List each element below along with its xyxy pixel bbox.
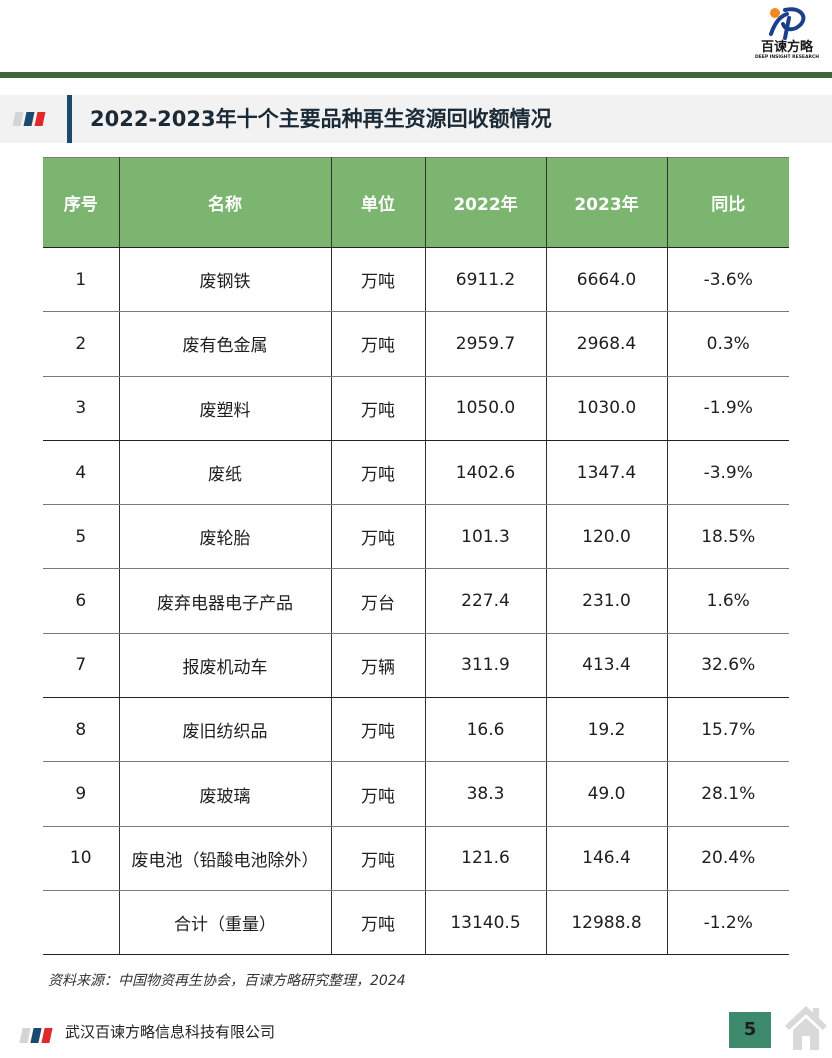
company-name: 武汉百谏方略信息科技有限公司 [65, 1023, 276, 1041]
page-title: 2022-2023年十个主要品种再生资源回收额情况 [90, 107, 552, 131]
cell-yoy: 20.4% [666, 826, 789, 891]
cell-unit: 万辆 [330, 633, 425, 699]
cell-2022: 38.3 [424, 761, 546, 827]
cell-2023: 1030.0 [545, 376, 667, 441]
source-note: 资料来源：中国物资再生协会，百谏方略研究整理，2024 [48, 973, 406, 989]
table-header-row: 序号 名称 单位 2022年 2023年 同比 [43, 157, 789, 248]
table-row: 5 废轮胎 万吨 101.3 120.0 18.5% [43, 504, 789, 570]
cell-unit: 万吨 [330, 697, 425, 763]
cell-unit: 万吨 [330, 504, 425, 570]
title-divider [67, 95, 72, 143]
footer-stripes-icon [19, 1028, 53, 1043]
header-2023: 2023年 [545, 157, 668, 248]
cell-name: 合计（重量） [118, 890, 331, 956]
cell-2022: 121.6 [424, 826, 546, 891]
cell-yoy: 1.6% [666, 568, 789, 634]
cell-unit: 万吨 [330, 440, 425, 506]
table-total-row: 合计（重量） 万吨 13140.5 12988.8 -1.2% [43, 890, 789, 956]
table-row: 8 废旧纺织品 万吨 16.6 19.2 15.7% [43, 697, 789, 763]
cell-unit: 万吨 [330, 311, 425, 377]
cell-yoy: 28.1% [666, 761, 789, 827]
cell-index: 10 [43, 826, 119, 891]
cell-yoy: 32.6% [666, 633, 789, 699]
cell-yoy: 0.3% [666, 311, 789, 377]
table-row: 7 报废机动车 万辆 311.9 413.4 32.6% [43, 633, 789, 699]
cell-2022: 1402.6 [424, 440, 546, 506]
cell-name: 废电池（铅酸电池除外） [118, 826, 331, 891]
logo-name-cn: 百谏方略 [760, 40, 813, 55]
cell-2023: 49.0 [545, 761, 667, 827]
cell-2022: 101.3 [424, 504, 546, 570]
cell-name: 废旧纺织品 [118, 697, 331, 763]
cell-index: 1 [43, 247, 119, 313]
cell-index [43, 890, 119, 956]
cell-2023: 19.2 [545, 697, 667, 763]
cell-name: 废有色金属 [118, 311, 331, 377]
cell-2022: 227.4 [424, 568, 546, 634]
cell-yoy: 18.5% [666, 504, 789, 570]
cell-2022: 16.6 [424, 697, 546, 763]
cell-index: 4 [43, 440, 119, 506]
cell-index: 5 [43, 504, 119, 570]
brand-logo: 百谏方略 DEEP INSIGHT RESEARCH [752, 4, 822, 68]
cell-index: 3 [43, 376, 119, 441]
cell-unit: 万吨 [330, 376, 425, 441]
cell-2023: 146.4 [545, 826, 667, 891]
stripes-decoration-icon [12, 112, 46, 126]
table-row: 10 废电池（铅酸电池除外） 万吨 121.6 146.4 20.4% [43, 826, 789, 891]
cell-2022: 6911.2 [424, 247, 546, 313]
header-index: 序号 [43, 157, 120, 248]
cell-unit: 万台 [330, 568, 425, 634]
home-icon[interactable] [784, 1004, 828, 1052]
cell-2023: 1347.4 [545, 440, 667, 506]
table-row: 3 废塑料 万吨 1050.0 1030.0 -1.9% [43, 376, 789, 441]
cell-2022: 1050.0 [424, 376, 546, 441]
cell-2023: 231.0 [545, 568, 667, 634]
cell-unit: 万吨 [330, 247, 425, 313]
header-rule [0, 72, 832, 78]
cell-name: 废纸 [118, 440, 331, 506]
data-table: 序号 名称 单位 2022年 2023年 同比 1 废钢铁 万吨 6911.2 … [43, 157, 789, 956]
header-yoy: 同比 [666, 157, 789, 248]
cell-2022: 13140.5 [424, 890, 546, 956]
cell-2023: 12988.8 [545, 890, 667, 956]
cell-name: 废玻璃 [118, 761, 331, 827]
cell-index: 6 [43, 568, 119, 634]
cell-unit: 万吨 [330, 826, 425, 891]
cell-index: 8 [43, 697, 119, 763]
header-unit: 单位 [330, 157, 426, 248]
cell-2023: 413.4 [545, 633, 667, 699]
cell-yoy: -3.6% [666, 247, 789, 313]
cell-2023: 6664.0 [545, 247, 667, 313]
table-row: 2 废有色金属 万吨 2959.7 2968.4 0.3% [43, 311, 789, 377]
cell-index: 7 [43, 633, 119, 699]
cell-2022: 311.9 [424, 633, 546, 699]
cell-unit: 万吨 [330, 890, 425, 956]
table-row: 6 废弃电器电子产品 万台 227.4 231.0 1.6% [43, 568, 789, 634]
cell-name: 废轮胎 [118, 504, 331, 570]
cell-yoy: -3.9% [666, 440, 789, 506]
page-number: 5 [729, 1012, 771, 1048]
cell-2022: 2959.7 [424, 311, 546, 377]
cell-2023: 120.0 [545, 504, 667, 570]
table-row: 9 废玻璃 万吨 38.3 49.0 28.1% [43, 761, 789, 827]
header-2022: 2022年 [424, 157, 547, 248]
cell-unit: 万吨 [330, 761, 425, 827]
title-bar: 2022-2023年十个主要品种再生资源回收额情况 [0, 95, 832, 143]
table-row: 1 废钢铁 万吨 6911.2 6664.0 -3.6% [43, 247, 789, 313]
logo-name-en: DEEP INSIGHT RESEARCH [754, 55, 820, 60]
cell-name: 废塑料 [118, 376, 331, 441]
cell-yoy: -1.2% [666, 890, 789, 956]
cell-name: 废弃电器电子产品 [118, 568, 331, 634]
cell-yoy: 15.7% [666, 697, 789, 763]
cell-2023: 2968.4 [545, 311, 667, 377]
cell-index: 9 [43, 761, 119, 827]
cell-index: 2 [43, 311, 119, 377]
table-row: 4 废纸 万吨 1402.6 1347.4 -3.9% [43, 440, 789, 506]
brand-logo-icon [769, 7, 806, 40]
header-name: 名称 [118, 157, 332, 248]
cell-name: 报废机动车 [118, 633, 331, 699]
cell-yoy: -1.9% [666, 376, 789, 441]
cell-name: 废钢铁 [118, 247, 331, 313]
